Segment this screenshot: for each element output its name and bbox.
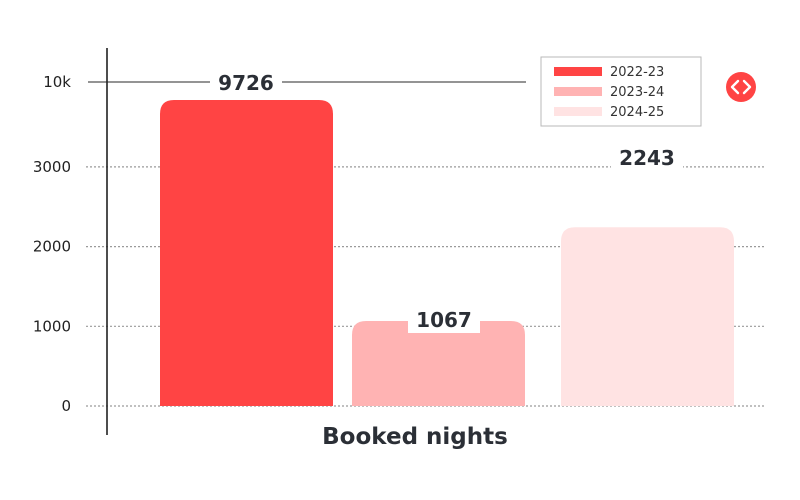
- legend-swatch: [554, 67, 602, 76]
- data-label-bg: [611, 147, 683, 171]
- data-label: 9726: [218, 71, 274, 95]
- data-label-bg: [408, 309, 480, 333]
- data-labels: 9726 1067 2243: [210, 71, 683, 333]
- legend-swatch: [554, 87, 602, 96]
- data-label: 1067: [416, 308, 472, 332]
- legend-label: 2022-23: [610, 65, 664, 80]
- data-label: 2243: [619, 146, 675, 170]
- y-tick-label: 3000: [33, 158, 71, 176]
- bar-2022-23[interactable]: [160, 100, 333, 406]
- code-brackets-icon[interactable]: [726, 72, 756, 102]
- bar-2024-25[interactable]: [561, 227, 734, 406]
- category-label: Booked nights: [322, 424, 508, 450]
- legend: 2022-23 2023-24 2024-25: [540, 56, 702, 127]
- data-label-bg: [210, 72, 282, 96]
- icon-circle: [726, 72, 756, 102]
- legend-swatch: [554, 107, 602, 116]
- bar-2023-24[interactable]: [352, 320, 525, 406]
- y-tick-label: 10k: [43, 73, 71, 91]
- legend-label: 2023-24: [610, 85, 664, 100]
- legend-label: 2024-25: [610, 105, 664, 120]
- y-tick-label: 1000: [33, 317, 71, 335]
- icon-glyph: [730, 79, 752, 95]
- bars: [160, 100, 734, 406]
- y-tick-labels: 0 1000 2000 3000 10k: [33, 73, 71, 415]
- y-tick-label: 2000: [33, 238, 71, 256]
- y-tick-label: 0: [61, 397, 71, 415]
